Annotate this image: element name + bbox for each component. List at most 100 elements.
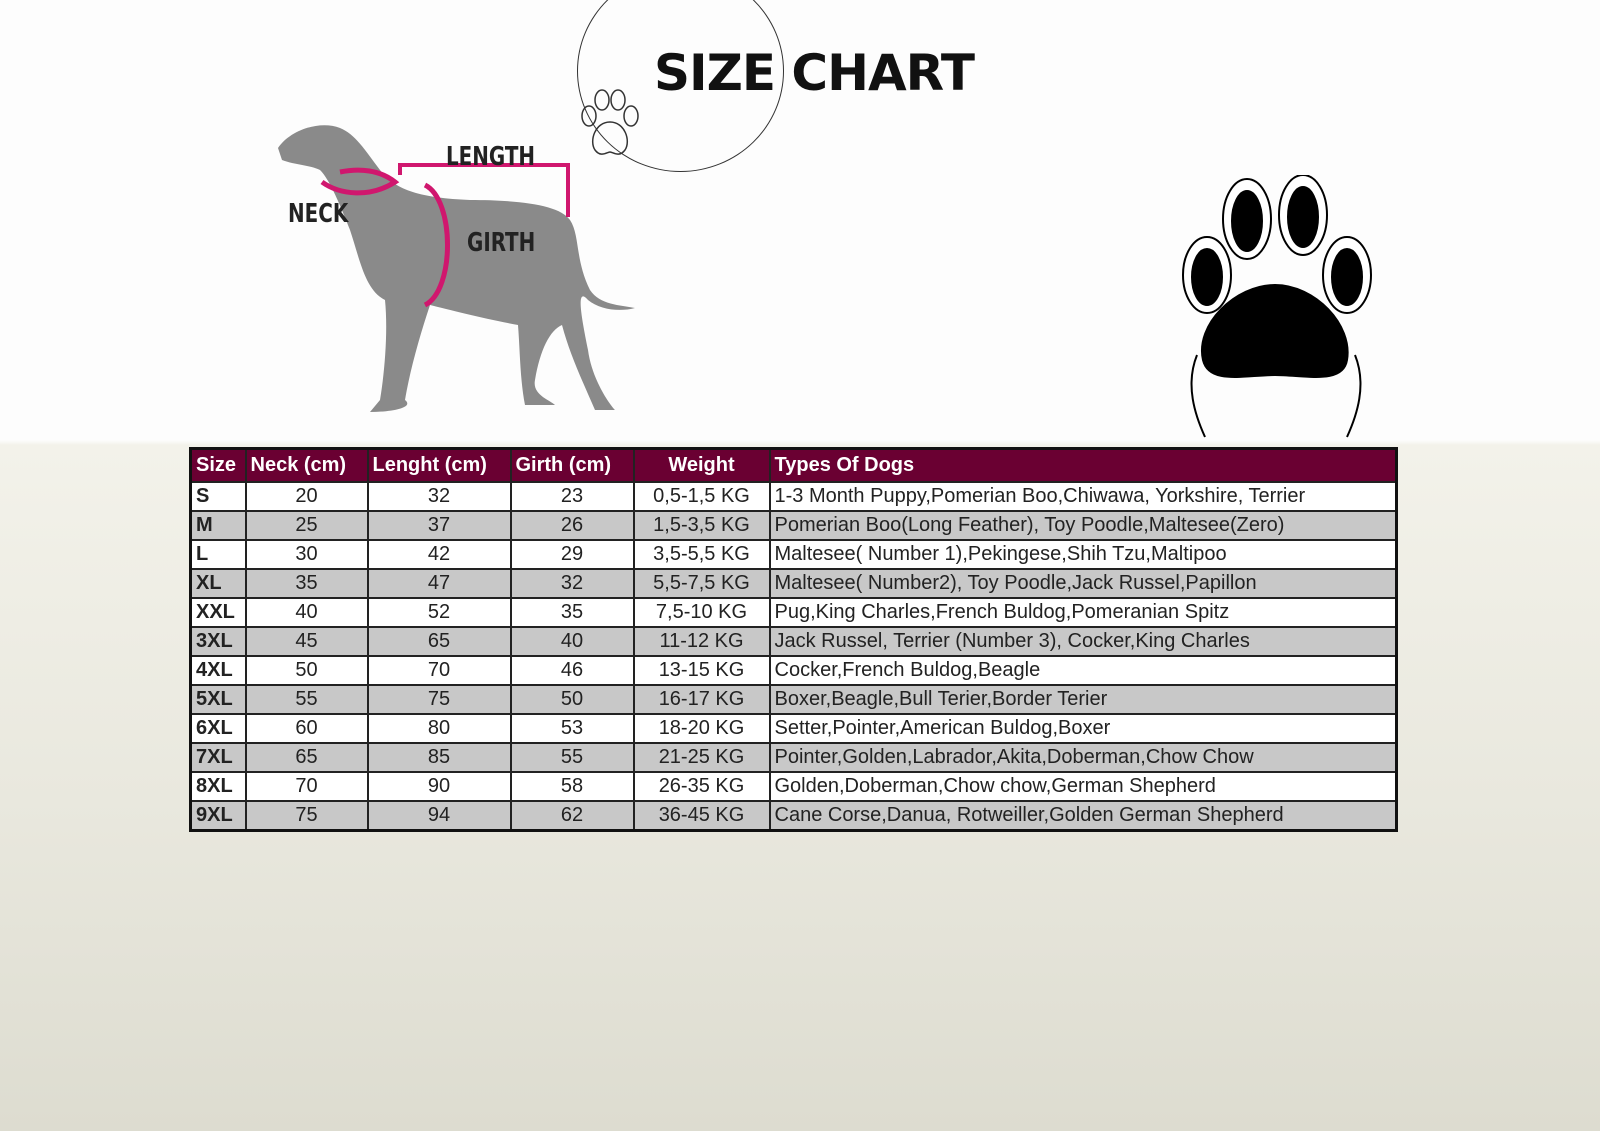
cell-neck: 50	[244, 655, 369, 686]
table-row: XXL 40 52 35 7,5-10 KG Pug,King Charles,Frenc…	[189, 597, 1398, 628]
cell-weight: 16-17 KG	[632, 684, 771, 715]
cell-girth: 35	[509, 597, 635, 628]
cell-weight: 3,5-5,5 KG	[632, 539, 771, 570]
table-row: M 25 37 26 1,5-3,5 KG Pomerian Boo(Long Feath…	[189, 510, 1398, 541]
cell-neck: 70	[244, 771, 369, 802]
cell-dog-types: Pomerian Boo(Long Feather), Toy Poodle,M…	[768, 510, 1398, 541]
cell-neck: 55	[244, 684, 369, 715]
header-types: Types Of Dogs	[768, 447, 1398, 483]
cell-size: 4XL	[189, 655, 247, 686]
cell-dog-types: Cocker,French Buldog,Beagle	[768, 655, 1398, 686]
cell-length: 52	[366, 597, 512, 628]
large-paw-print-icon	[1182, 175, 1372, 438]
cell-girth: 26	[509, 510, 635, 541]
cell-girth: 53	[509, 713, 635, 744]
dog-silhouette	[278, 125, 635, 412]
table-row: XL 35 47 32 5,5-7,5 KG Maltesee( Number2), To…	[189, 568, 1398, 599]
cell-length: 70	[366, 655, 512, 686]
cell-dog-types: Pointer,Golden,Labrador,Akita,Doberman,C…	[768, 742, 1398, 773]
cell-weight: 0,5-1,5 KG	[632, 481, 771, 512]
cell-size: 3XL	[189, 626, 247, 657]
header-girth: Girth (cm)	[509, 447, 635, 483]
cell-neck: 20	[244, 481, 369, 512]
table-row: 3XL 45 65 40 11-12 KG Jack Russel, Terrier (N…	[189, 626, 1398, 657]
cell-size: 9XL	[189, 800, 247, 832]
cell-dog-types: Cane Corse,Danua, Rotweiller,Golden Germ…	[768, 800, 1398, 832]
cell-girth: 58	[509, 771, 635, 802]
dog-measurement-illustration	[278, 125, 635, 412]
neck-label: NECK	[288, 199, 349, 229]
cell-size: XL	[189, 568, 247, 599]
cell-girth: 50	[509, 684, 635, 715]
cell-weight: 13-15 KG	[632, 655, 771, 686]
cell-girth: 32	[509, 568, 635, 599]
cell-neck: 35	[244, 568, 369, 599]
cell-weight: 11-12 KG	[632, 626, 771, 657]
cell-length: 85	[366, 742, 512, 773]
cell-neck: 45	[244, 626, 369, 657]
cell-dog-types: 1-3 Month Puppy,Pomerian Boo,Chiwawa, Yo…	[768, 481, 1398, 512]
cell-length: 32	[366, 481, 512, 512]
table-row: 5XL 55 75 50 16-17 KG Boxer,Beagle,Bull Terie…	[189, 684, 1398, 715]
cell-dog-types: Setter,Pointer,American Buldog,Boxer	[768, 713, 1398, 744]
cell-girth: 29	[509, 539, 635, 570]
cell-length: 47	[366, 568, 512, 599]
cell-size: S	[189, 481, 247, 512]
cell-size: 6XL	[189, 713, 247, 744]
cell-girth: 46	[509, 655, 635, 686]
cell-girth: 23	[509, 481, 635, 512]
cell-size: 7XL	[189, 742, 247, 773]
table-row: S 20 32 23 0,5-1,5 KG 1-3 Month Puppy,Pomeria…	[189, 481, 1398, 512]
cell-length: 65	[366, 626, 512, 657]
cell-dog-types: Boxer,Beagle,Bull Terier,Border Terier	[768, 684, 1398, 715]
cell-length: 37	[366, 510, 512, 541]
cell-neck: 25	[244, 510, 369, 541]
cell-size: M	[189, 510, 247, 541]
cell-size: L	[189, 539, 247, 570]
table-row: 9XL 75 94 62 36-45 KG Cane Corse,Danua, Rotwe…	[189, 800, 1398, 832]
cell-girth: 55	[509, 742, 635, 773]
cell-dog-types: Pug,King Charles,French Buldog,Pomerania…	[768, 597, 1398, 628]
cell-weight: 7,5-10 KG	[632, 597, 771, 628]
cell-size: XXL	[189, 597, 247, 628]
cell-length: 94	[366, 800, 512, 832]
cell-girth: 62	[509, 800, 635, 832]
table-row: 7XL 65 85 55 21-25 KG Pointer,Golden,Labrador…	[189, 742, 1398, 773]
size-chart-table: Size Neck (cm) Lenght (cm) Girth (cm) We…	[189, 447, 1398, 832]
cell-weight: 5,5-7,5 KG	[632, 568, 771, 599]
table-row: 8XL 70 90 58 26-35 KG Golden,Doberman,Chow ch…	[189, 771, 1398, 802]
cell-dog-types: Golden,Doberman,Chow chow,German Shepher…	[768, 771, 1398, 802]
cell-girth: 40	[509, 626, 635, 657]
length-label: LENGTH	[446, 142, 536, 172]
cell-weight: 1,5-3,5 KG	[632, 510, 771, 541]
cell-neck: 30	[244, 539, 369, 570]
table-row: L 30 42 29 3,5-5,5 KG Maltesee( Number 1),Pek…	[189, 539, 1398, 570]
header-length: Lenght (cm)	[366, 447, 512, 483]
header-weight: Weight	[632, 447, 771, 483]
cell-length: 42	[366, 539, 512, 570]
small-paw-icon	[581, 89, 639, 155]
cell-size: 8XL	[189, 771, 247, 802]
cell-neck: 40	[244, 597, 369, 628]
cell-size: 5XL	[189, 684, 247, 715]
cell-neck: 65	[244, 742, 369, 773]
cell-weight: 26-35 KG	[632, 771, 771, 802]
cell-dog-types: Maltesee( Number2), Toy Poodle,Jack Russ…	[768, 568, 1398, 599]
header-neck: Neck (cm)	[244, 447, 369, 483]
cell-length: 90	[366, 771, 512, 802]
cell-neck: 75	[244, 800, 369, 832]
cell-length: 75	[366, 684, 512, 715]
cell-weight: 21-25 KG	[632, 742, 771, 773]
cell-dog-types: Jack Russel, Terrier (Number 3), Cocker,…	[768, 626, 1398, 657]
table-row: 4XL 50 70 46 13-15 KG Cocker,French Buldog,Be…	[189, 655, 1398, 686]
girth-label: GIRTH	[467, 228, 536, 258]
cell-neck: 60	[244, 713, 369, 744]
cell-dog-types: Maltesee( Number 1),Pekingese,Shih Tzu,M…	[768, 539, 1398, 570]
table-row: 6XL 60 80 53 18-20 KG Setter,Pointer,American…	[189, 713, 1398, 744]
cell-weight: 36-45 KG	[632, 800, 771, 832]
header-size: Size	[189, 447, 247, 483]
cell-length: 80	[366, 713, 512, 744]
cell-weight: 18-20 KG	[632, 713, 771, 744]
table-header-row: Size Neck (cm) Lenght (cm) Girth (cm) We…	[189, 447, 1398, 483]
page-title: SIZE CHART	[654, 44, 975, 102]
